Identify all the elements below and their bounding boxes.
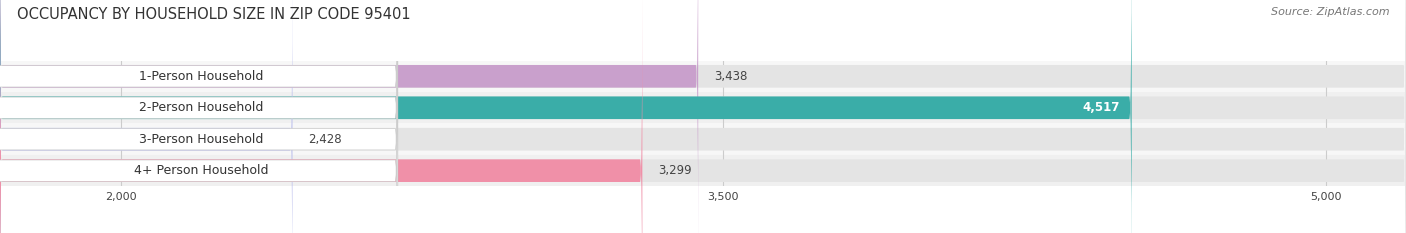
FancyBboxPatch shape [0, 92, 1406, 123]
FancyBboxPatch shape [0, 0, 1132, 233]
FancyBboxPatch shape [0, 0, 699, 233]
Text: 3,299: 3,299 [658, 164, 692, 177]
Text: 4+ Person Household: 4+ Person Household [134, 164, 269, 177]
FancyBboxPatch shape [0, 155, 1406, 186]
FancyBboxPatch shape [0, 0, 398, 233]
FancyBboxPatch shape [0, 0, 398, 233]
Text: 3,438: 3,438 [714, 70, 748, 83]
FancyBboxPatch shape [0, 0, 398, 233]
FancyBboxPatch shape [0, 0, 398, 233]
Text: 1-Person Household: 1-Person Household [139, 70, 263, 83]
FancyBboxPatch shape [0, 61, 1406, 92]
FancyBboxPatch shape [0, 0, 643, 233]
Text: 4,517: 4,517 [1083, 101, 1119, 114]
Text: Source: ZipAtlas.com: Source: ZipAtlas.com [1271, 7, 1389, 17]
FancyBboxPatch shape [0, 0, 292, 233]
FancyBboxPatch shape [0, 123, 1406, 155]
Text: 2-Person Household: 2-Person Household [139, 101, 263, 114]
Text: 2,428: 2,428 [308, 133, 342, 146]
Text: 3-Person Household: 3-Person Household [139, 133, 263, 146]
Text: OCCUPANCY BY HOUSEHOLD SIZE IN ZIP CODE 95401: OCCUPANCY BY HOUSEHOLD SIZE IN ZIP CODE … [17, 7, 411, 22]
